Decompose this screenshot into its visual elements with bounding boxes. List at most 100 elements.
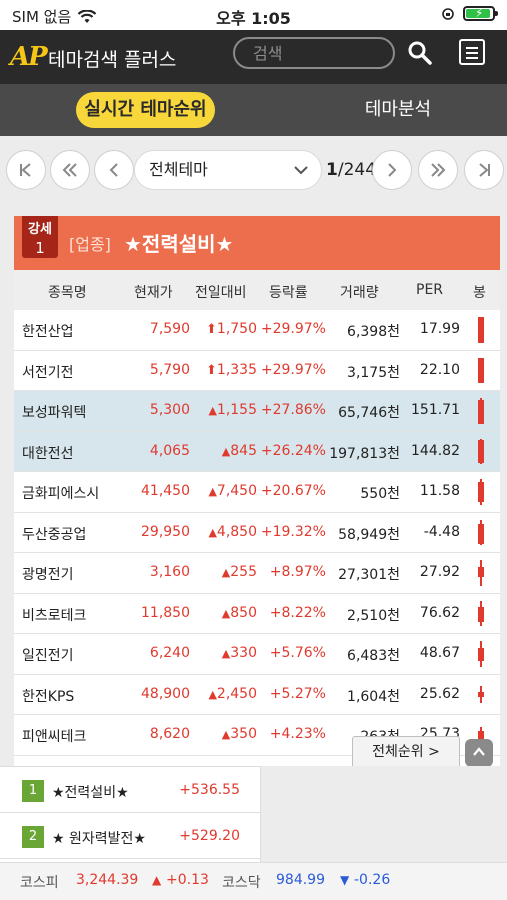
last-page-icon [479, 163, 490, 177]
double-chevron-left-icon [62, 163, 77, 177]
up-arrow-icon: ▲ [152, 873, 162, 887]
stock-change: ▲7,450 [208, 483, 257, 499]
candle-chart-icon [476, 681, 486, 709]
next-page-button[interactable] [372, 150, 412, 190]
stock-change: ▲4,850 [208, 524, 257, 540]
theme-item-name: ★전력설비★ [52, 785, 129, 801]
up-arrow-icon: ▲ [208, 525, 217, 539]
theme-filter-select[interactable]: 전체테마 [134, 150, 322, 190]
chevron-up-icon [473, 747, 485, 756]
stock-per: 22.10 [419, 361, 460, 378]
stock-price: 5,300 [149, 402, 190, 418]
wifi-icon [77, 9, 97, 23]
theme-filter-value: 전체테마 [149, 160, 208, 179]
up-arrow-icon: ▲ [208, 485, 217, 498]
table-row[interactable]: 비츠로테크 11,850 ▲850 +8.22% 2,510천 76.62 [14, 594, 500, 634]
stock-change: ▲350 [222, 726, 257, 742]
stock-change-value: 1,155 [216, 402, 257, 418]
tab-realtime-theme-rank[interactable]: 실시간 테마순위 [76, 92, 215, 128]
list-item[interactable]: 1 ★전력설비★ +536.55 [0, 767, 260, 813]
chevron-down-icon [293, 151, 309, 203]
search-icon[interactable] [406, 39, 434, 67]
table-header: 종목명 현재가 전일대비 등락률 거래량 PER 봉 [14, 270, 500, 310]
app-logo: AP [10, 42, 48, 72]
rank-badge: 강세 1 [22, 216, 58, 258]
stock-change-value: 850 [230, 604, 257, 621]
list-item[interactable]: 2 ★ 원자력발전★ +529.20 [0, 813, 260, 859]
theme-panel: 강세 1 [업종] ★전력설비★ 종목명 현재가 전일대비 등락률 거래량 PE… [14, 216, 500, 766]
table-row[interactable]: 한전KPS 48,900 ▲2,450 +5.27% 1,604천 25.62 [14, 675, 500, 715]
candle-chart-icon [476, 316, 486, 344]
table-row[interactable]: 금화피에스시 41,450 ▲7,450 +20.67% 550천 11.58 [14, 472, 500, 513]
candle-chart-icon [476, 438, 486, 466]
stock-per: 48.67 [419, 645, 460, 661]
stock-rate: +20.67% [260, 483, 326, 499]
stock-change-value: 7,450 [216, 483, 257, 499]
kosdaq-change: -0.26 [354, 872, 391, 888]
stock-price: 41,450 [141, 483, 190, 499]
table-row[interactable]: 두산중공업 29,950 ▲4,850 +19.32% 58,949천 -4.48 [14, 513, 500, 553]
next-10-button[interactable] [418, 150, 458, 190]
stock-volume: 6,483천 [347, 648, 400, 664]
rank-number: 1 [22, 780, 44, 802]
stock-change: ⬆1,335 [206, 362, 257, 378]
prev-page-button[interactable] [94, 150, 134, 190]
bottom-right-area [260, 766, 507, 862]
prev-10-button[interactable] [50, 150, 90, 190]
stock-price: 5,790 [149, 361, 190, 378]
table-row[interactable]: 광명전기 3,160 ▲255 +8.97% 27,301천 27.92 [14, 553, 500, 594]
stock-volume: 27,301천 [338, 567, 400, 583]
stock-name: 비츠로테크 [22, 607, 87, 624]
tab-theme-analysis[interactable]: 테마분석 [364, 99, 432, 120]
table-row[interactable]: 서전기전 5,790 ⬆1,335 +29.97% 3,175천 22.10 [14, 351, 500, 391]
stock-rate: +5.76% [269, 645, 326, 661]
stock-name: 한전KPS [22, 688, 75, 705]
table-row[interactable]: 한전산업 7,590 ⬆1,750 +29.97% 6,398천 17.99 [14, 310, 500, 351]
scroll-top-button[interactable] [465, 739, 493, 767]
stock-volume: 1,604천 [347, 688, 400, 705]
stock-name: 서전기전 [22, 364, 74, 381]
col-stock-name: 종목명 [48, 285, 87, 301]
stock-name: 두산중공업 [22, 526, 87, 543]
stock-per: 144.82 [411, 442, 460, 459]
status-time: 오후 1:05 [216, 9, 291, 28]
kospi-label: 코스피 [20, 875, 59, 891]
stock-change-value: 350 [230, 726, 257, 742]
stock-rate: +5.27% [269, 685, 326, 702]
table-row[interactable]: 보성파워텍 5,300 ▲1,155 +27.86% 65,746천 151.71 [14, 391, 500, 432]
stock-rate: +8.97% [269, 564, 326, 580]
last-page-button[interactable] [464, 150, 504, 190]
table-row[interactable]: 일진전기 6,240 ▲330 +5.76% 6,483천 48.67 [14, 634, 500, 675]
theme-item-value: +529.20 [179, 828, 240, 844]
up-arrow-icon: ▲ [221, 566, 231, 579]
menu-list-icon[interactable] [459, 39, 485, 65]
stock-change: ▲845 [222, 443, 257, 459]
stock-volume: 65,746천 [338, 405, 400, 421]
first-page-button[interactable] [6, 150, 46, 190]
stock-volume: 2,510천 [347, 607, 400, 624]
up-arrow-icon: ▲ [221, 728, 231, 741]
stock-per: 25.62 [419, 685, 460, 702]
stock-per: -4.48 [423, 523, 460, 540]
carrier-label: SIM 없음 [12, 8, 72, 26]
candle-chart-icon [476, 600, 486, 628]
stock-volume: 58,949천 [338, 526, 400, 543]
stock-price: 11,850 [141, 604, 190, 621]
app-title: 테마검색 플러스 [48, 49, 177, 71]
all-rank-button[interactable]: 전체순위 > [352, 736, 460, 768]
orientation-lock-icon [442, 7, 454, 20]
stock-volume: 197,813천 [329, 445, 400, 462]
stock-rate: +19.32% [260, 523, 326, 540]
table-row[interactable]: 대한전선 4,065 ▲845 +26.24% 197,813천 144.82 [14, 431, 500, 472]
stock-price: 8,620 [149, 726, 190, 742]
theme-header[interactable]: 강세 1 [업종] ★전력설비★ [14, 216, 500, 270]
stock-per: 76.62 [419, 604, 460, 621]
battery-icon: ⚡ [463, 6, 498, 21]
up-arrow-icon: ▲ [208, 404, 217, 417]
stock-rate: +29.97% [260, 361, 326, 378]
stock-price: 29,950 [141, 523, 190, 540]
candle-chart-icon [476, 357, 486, 385]
stock-per: 11.58 [419, 483, 460, 499]
search-input[interactable] [233, 37, 395, 69]
